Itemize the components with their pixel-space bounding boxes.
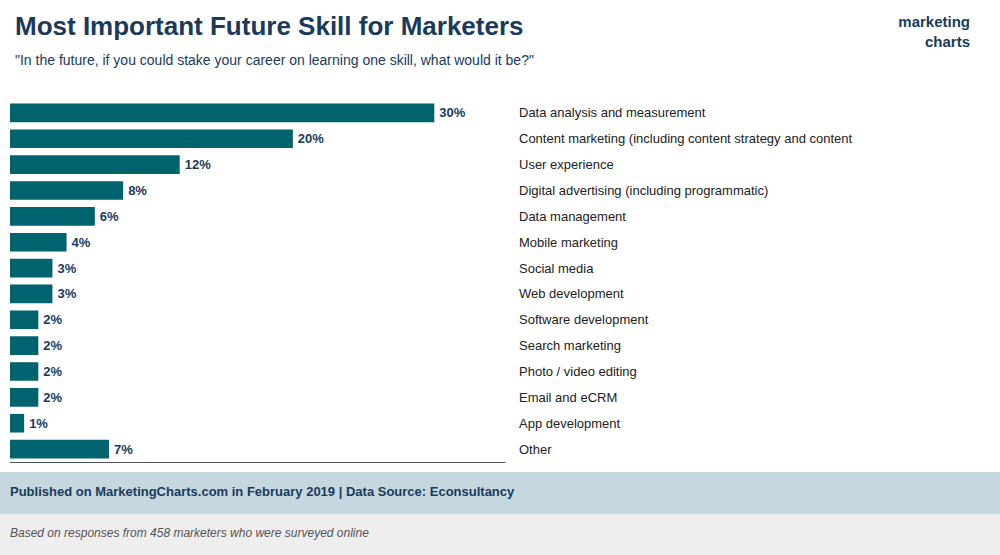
svg-text:2%: 2% (43, 312, 62, 327)
svg-text:User experience: User experience (519, 157, 614, 172)
svg-text:3%: 3% (57, 286, 76, 301)
svg-text:2%: 2% (43, 364, 62, 379)
svg-text:12%: 12% (185, 157, 211, 172)
svg-text:Software development: Software development (519, 312, 649, 327)
svg-text:8%: 8% (128, 183, 147, 198)
svg-text:Photo / video editing: Photo / video editing (519, 364, 637, 379)
svg-text:20%: 20% (298, 131, 324, 146)
svg-text:Data analysis and measurement: Data analysis and measurement (519, 105, 706, 120)
svg-text:2%: 2% (43, 390, 62, 405)
svg-text:App development: App development (519, 416, 621, 431)
svg-text:4%: 4% (72, 235, 91, 250)
svg-text:Digital advertising (including: Digital advertising (including programma… (519, 183, 768, 198)
svg-text:Most Important Future Skill fo: Most Important Future Skill for Marketer… (15, 11, 524, 41)
svg-text:Content marketing (including c: Content marketing (including content str… (519, 131, 853, 146)
svg-text:Data management: Data management (519, 209, 626, 224)
svg-text:3%: 3% (57, 261, 76, 276)
svg-text:7%: 7% (114, 442, 133, 457)
svg-text:6%: 6% (100, 209, 119, 224)
svg-text:1%: 1% (29, 416, 48, 431)
svg-text:Other: Other (519, 442, 552, 457)
svg-text:2%: 2% (43, 338, 62, 353)
svg-text:30%: 30% (439, 105, 465, 120)
svg-text:Based on responses from 458 ma: Based on responses from 458 marketers wh… (10, 526, 369, 540)
svg-text:Published on MarketingCharts.c: Published on MarketingCharts.com in Febr… (10, 484, 515, 499)
svg-text:Web development: Web development (519, 286, 624, 301)
svg-text:marketing: marketing (898, 13, 970, 30)
svg-text:Search marketing: Search marketing (519, 338, 621, 353)
svg-text:Social media: Social media (519, 261, 594, 276)
svg-text:Mobile marketing: Mobile marketing (519, 235, 618, 250)
svg-text:Email and eCRM: Email and eCRM (519, 390, 617, 405)
svg-text:"In the future, if you could s: "In the future, if you could stake your … (15, 52, 534, 68)
svg-text:charts: charts (925, 33, 970, 50)
